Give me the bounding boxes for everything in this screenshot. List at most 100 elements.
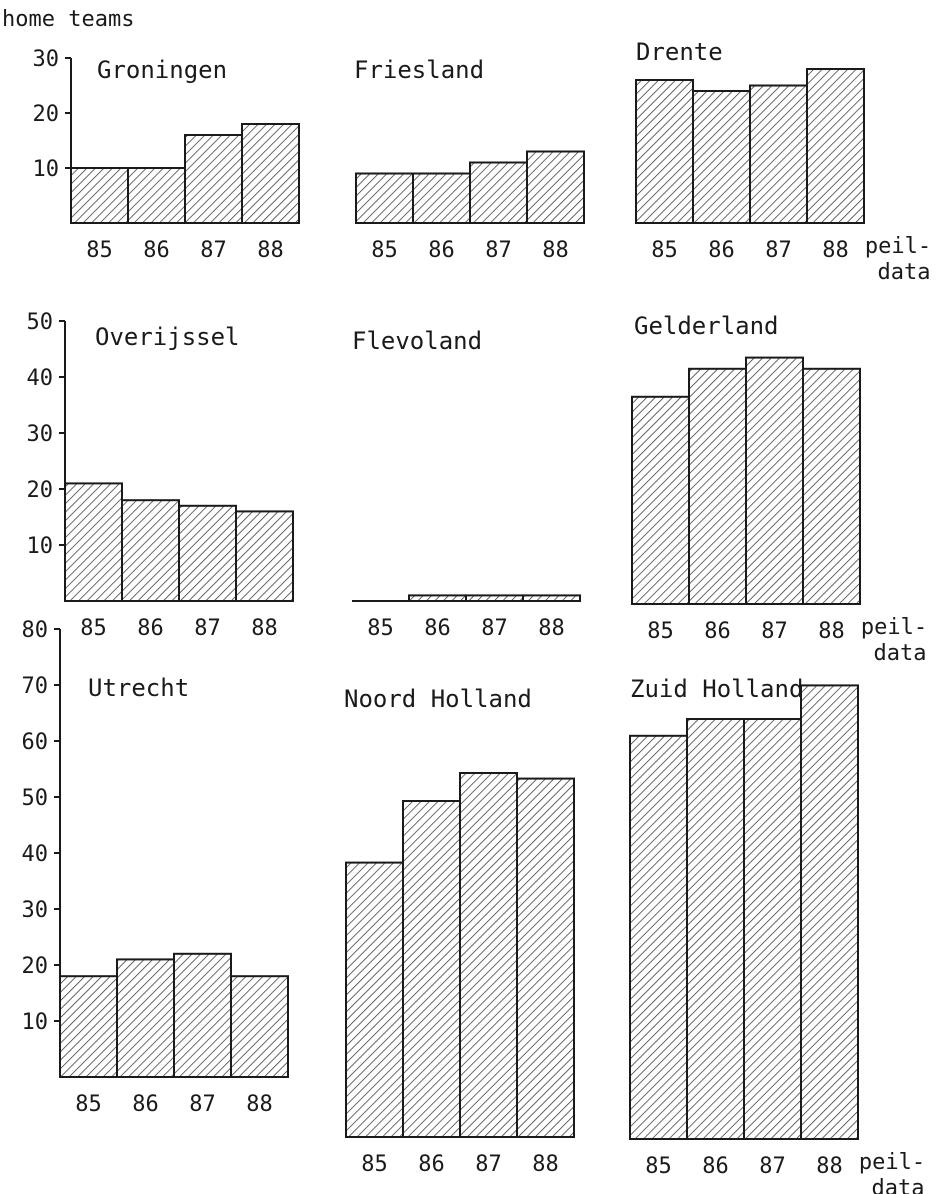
panel-title: Overijssel	[95, 323, 240, 351]
bar-86	[127, 167, 186, 224]
bar-87	[743, 718, 802, 1140]
y-tick-label: 30	[27, 422, 54, 447]
bar-88	[516, 777, 575, 1138]
x-axis-caption-line: data	[878, 260, 931, 285]
bar-85	[355, 172, 414, 224]
bar-85	[345, 861, 404, 1138]
x-tick-label: 88	[816, 1154, 843, 1179]
bar-85	[629, 734, 688, 1140]
x-tick-label: 87	[194, 616, 221, 641]
x-tick-label: 88	[818, 619, 845, 644]
x-tick-label: 86	[702, 1154, 729, 1179]
panel-title: Groningen	[97, 56, 227, 84]
bar-87	[184, 134, 243, 224]
x-tick-label: 86	[132, 1092, 159, 1117]
x-tick-label: 85	[361, 1152, 388, 1177]
bar-88	[235, 510, 294, 602]
bar-85	[635, 79, 694, 224]
x-tick-label: 88	[532, 1152, 559, 1177]
bar-88	[800, 684, 859, 1141]
panel-noord-holland: Noord Holland 85 86 87 88	[344, 685, 575, 1177]
x-tick-label: 88	[538, 616, 565, 641]
y-tick-label: 70	[22, 674, 49, 699]
x-tick-label: 87	[200, 238, 227, 263]
y-axis-label: home teams	[2, 7, 134, 32]
x-axis-caption-line: peil-	[859, 1150, 925, 1175]
bar-88	[241, 123, 300, 224]
x-tick-label: 87	[475, 1152, 502, 1177]
x-tick-label: 85	[645, 1154, 672, 1179]
panels-group: Groningen 85 86 87 88 10 20 30 Friesland 85 86 87 88…	[22, 38, 932, 1194]
panel-utrecht: Utrecht 85 86 87 88 10 20 30 40 50 60 70 80	[22, 618, 289, 1117]
bar-86	[402, 800, 461, 1138]
bar-86	[116, 958, 175, 1079]
panel-gelderland: Gelderland 85 86 87 88 peil-data	[631, 312, 927, 666]
y-tick-label: 20	[22, 954, 49, 979]
x-axis-caption-line: data	[872, 1176, 925, 1194]
x-tick-label: 85	[371, 238, 398, 263]
bar-88	[230, 975, 289, 1079]
x-axis-caption: peil-data	[859, 1150, 925, 1194]
bar-87	[469, 161, 528, 224]
panel-title: Zuid Holland	[630, 675, 803, 703]
y-tick-label: 10	[33, 157, 60, 182]
x-tick-label: 88	[251, 616, 278, 641]
x-tick-label: 85	[367, 616, 394, 641]
panel-title: Flevoland	[352, 327, 482, 355]
bar-85	[631, 395, 690, 605]
x-tick-label: 87	[759, 1154, 786, 1179]
bar-87	[459, 772, 518, 1138]
bar-87	[749, 84, 808, 224]
y-tick-label: 50	[27, 310, 54, 335]
x-tick-label: 88	[257, 238, 284, 263]
x-tick-label: 85	[86, 238, 113, 263]
x-tick-label: 85	[647, 619, 674, 644]
panel-drente: Drente 85 86 87 88 peil-data	[635, 38, 931, 285]
bar-86	[412, 172, 471, 224]
panel-groningen: Groningen 85 86 87 88 10 20 30	[33, 47, 300, 263]
x-tick-label: 86	[143, 238, 170, 263]
y-tick-label: 10	[22, 1010, 49, 1035]
x-tick-label: 88	[246, 1092, 273, 1117]
x-tick-label: 86	[137, 616, 164, 641]
bar-86	[692, 90, 751, 224]
panel-title: Gelderland	[634, 312, 779, 340]
x-tick-label: 85	[75, 1092, 102, 1117]
y-tick-label: 20	[27, 478, 54, 503]
panel-flevoland: Flevoland 85 86 87 88	[352, 327, 581, 641]
y-tick-label: 80	[22, 618, 49, 643]
bar-85	[64, 482, 123, 602]
x-axis-caption-line: peil-	[865, 234, 931, 259]
x-tick-label: 87	[481, 616, 508, 641]
y-tick-label: 30	[33, 47, 60, 72]
y-tick-label: 40	[22, 842, 49, 867]
bar-86	[688, 367, 747, 605]
bar-87	[178, 504, 237, 602]
x-tick-label: 86	[428, 238, 455, 263]
bar-87	[173, 952, 232, 1078]
bar-86	[121, 499, 180, 603]
y-tick-label: 60	[22, 730, 49, 755]
x-tick-label: 86	[418, 1152, 445, 1177]
panel-title: Drente	[636, 38, 723, 66]
x-tick-label: 87	[485, 238, 512, 263]
x-tick-label: 86	[708, 238, 735, 263]
panel-title: Noord Holland	[344, 685, 532, 713]
bar-85	[70, 167, 129, 224]
panel-zuid-holland: Zuid Holland 85 86 87 88 peil-data	[629, 675, 925, 1194]
panel-friesland: Friesland 85 86 87 88	[354, 56, 585, 263]
bar-88	[802, 367, 861, 605]
bar-85	[59, 975, 118, 1079]
x-axis-caption-line: data	[874, 641, 927, 666]
bar-87	[745, 356, 804, 605]
y-tick-label: 20	[33, 102, 60, 127]
bar-88	[526, 150, 585, 224]
y-tick-label: 40	[27, 366, 54, 391]
x-tick-label: 87	[189, 1092, 216, 1117]
x-tick-label: 86	[704, 619, 731, 644]
x-axis-caption: peil-data	[865, 234, 931, 285]
x-tick-label: 85	[651, 238, 678, 263]
x-tick-label: 87	[765, 238, 792, 263]
y-tick-label: 30	[22, 898, 49, 923]
